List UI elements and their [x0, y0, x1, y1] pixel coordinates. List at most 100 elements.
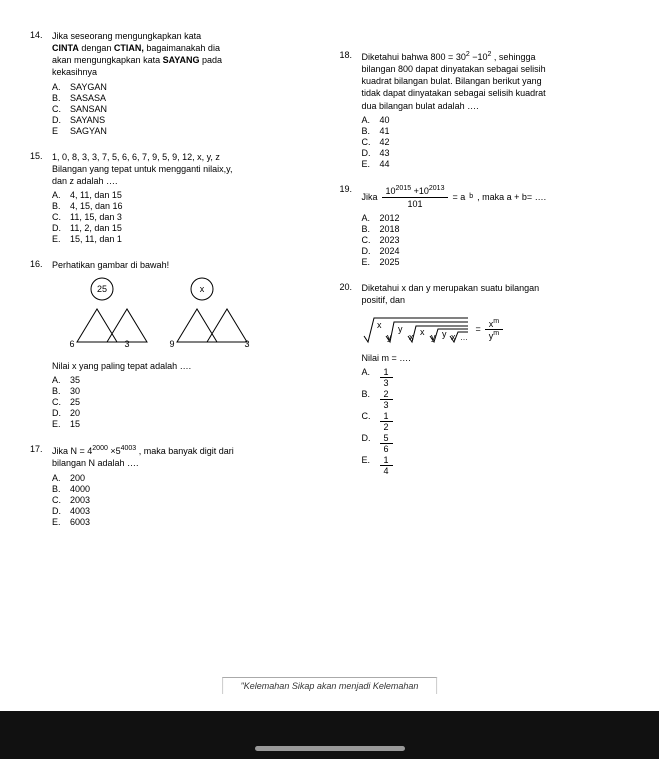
t: tidak dapat dinyatakan sebagai selisih k…	[362, 88, 546, 98]
l: B.	[362, 126, 380, 136]
t: Jika	[362, 191, 378, 203]
page: 14. Jika seseorang mengungkapkan kata CI…	[0, 0, 659, 552]
svg-text:y: y	[387, 332, 392, 342]
n: 5	[380, 433, 393, 444]
opt-a: A.2012	[362, 213, 630, 223]
opt-d: D.11, 2, dan 15	[52, 223, 320, 233]
l: D.	[362, 246, 380, 256]
opt-d: D.43	[362, 148, 630, 158]
n: 1	[380, 411, 393, 422]
t: bilangan 800 dapat dinyatakan sebagai se…	[362, 64, 546, 74]
l: D.	[52, 115, 70, 125]
l: D.	[362, 148, 380, 158]
l: C.	[52, 104, 70, 114]
opt-b: B.4000	[52, 484, 320, 494]
opt-b: B.30	[52, 386, 320, 396]
opt-c: C.2003	[52, 495, 320, 505]
home-indicator[interactable]	[255, 746, 405, 751]
triangles-svg: 25 6 3 x 9 3	[52, 277, 262, 352]
v: 41	[380, 126, 390, 136]
v: 4000	[70, 484, 90, 494]
t: b	[469, 192, 473, 201]
v: 11, 2, dan 15	[70, 223, 122, 233]
opt-a: A.35	[52, 375, 320, 385]
l: B.	[362, 224, 380, 234]
l: E.	[362, 455, 380, 476]
opt-a: A.13	[362, 367, 630, 388]
opt-e: E.44	[362, 159, 630, 169]
v: 42	[380, 137, 390, 147]
v: 2003	[70, 495, 90, 505]
t: m	[493, 330, 499, 337]
question-16: 16. Perhatikan gambar di bawah! 25 6 3	[30, 259, 320, 430]
v6: 6	[69, 339, 74, 349]
v: SASASA	[70, 93, 106, 103]
svg-text:x: x	[409, 332, 414, 342]
t: Nilai x yang paling tepat adalah ….	[52, 360, 320, 372]
options: A.SAYGAN B.SASASA C.SANSAN D.SAYANS ESAG…	[52, 82, 320, 136]
qtext: Jika 102015 +102013 101 = ab , maka a + …	[362, 184, 630, 210]
t: kuadrat bilangan bulat. Bilangan berikut…	[362, 76, 542, 86]
v: 2012	[380, 213, 400, 223]
v: 200	[70, 473, 85, 483]
t: Bilangan yang tepat untuk mengganti nila…	[52, 164, 232, 174]
qnum: 16.	[30, 259, 52, 430]
opt-d: D.4003	[52, 506, 320, 516]
qnum: 15.	[30, 151, 52, 245]
t: kekasihnya	[52, 67, 97, 77]
question-20: 20. Diketahui x dan y merupakan suatu bi…	[340, 282, 630, 477]
v: 25	[70, 397, 80, 407]
l: E.	[52, 419, 70, 429]
t: 2000	[92, 445, 108, 452]
v: 35	[70, 375, 80, 385]
t: ×5	[108, 446, 121, 456]
opt-e: ESAGYAN	[52, 126, 320, 136]
v: 2023	[380, 235, 400, 245]
v: 4003	[70, 506, 90, 516]
options: A.4, 11, dan 15 B.4, 15, dan 16 C.11, 15…	[52, 190, 320, 244]
right-column: 18. Diketahui bahwa 800 = 302 −102 , seh…	[340, 30, 630, 542]
t: CTIAN,	[114, 43, 144, 53]
left-column: 14. Jika seseorang mengungkapkan kata CI…	[30, 30, 320, 542]
t: +10	[411, 186, 429, 196]
l: D.	[52, 223, 70, 233]
qnum: 20.	[340, 282, 362, 477]
options: A.40 B.41 C.42 D.43 E.44	[362, 115, 630, 169]
l: E.	[362, 159, 380, 169]
l: B.	[52, 484, 70, 494]
v: 11, 15, dan 3	[70, 212, 122, 222]
opt-a: A.SAYGAN	[52, 82, 320, 92]
eq: =	[476, 324, 481, 334]
opt-c: C.11, 15, dan 3	[52, 212, 320, 222]
l: A.	[52, 190, 70, 200]
n: 1	[380, 455, 393, 466]
v: 30	[70, 386, 80, 396]
l: B.	[52, 93, 70, 103]
v: 23	[380, 389, 393, 410]
options: A.200 B.4000 C.2003 D.4003 E.6003	[52, 473, 320, 527]
options: A.35 B.30 C.25 D.20 E.15	[52, 375, 320, 429]
t: 1, 0, 8, 3, 3, 7, 5, 6, 6, 7, 9, 5, 9, 1…	[52, 152, 220, 162]
rhs-frac: xm ym	[485, 318, 503, 341]
t: bagaimanakah dia	[144, 43, 220, 53]
d: 2	[380, 422, 393, 432]
l: A.	[52, 473, 70, 483]
l: A.	[362, 115, 380, 125]
t: akan mengungkapkan kata	[52, 55, 163, 65]
opt-d: D.20	[52, 408, 320, 418]
l: C.	[52, 397, 70, 407]
t: Perhatikan gambar di bawah!	[52, 259, 320, 271]
fraction: 102015 +102013 101	[382, 184, 449, 210]
opt-b: B.2018	[362, 224, 630, 234]
opt-a: A.4, 11, dan 15	[52, 190, 320, 200]
t: 2013	[429, 185, 445, 192]
qbody: Jika N = 42000 ×54003 , maka banyak digi…	[52, 444, 320, 527]
v: SANSAN	[70, 104, 107, 114]
qbody: 1, 0, 8, 3, 3, 7, 5, 6, 6, 7, 9, 5, 9, 1…	[52, 151, 320, 245]
opt-b: B.SASASA	[52, 93, 320, 103]
t: m	[493, 318, 499, 325]
qtext: Jika N = 42000 ×54003 , maka banyak digi…	[52, 444, 320, 469]
triangle-diagram: 25 6 3 x 9 3	[52, 277, 320, 354]
v: 2018	[380, 224, 400, 234]
qtext: Jika seseorang mengungkapkan kata CINTA …	[52, 30, 320, 79]
